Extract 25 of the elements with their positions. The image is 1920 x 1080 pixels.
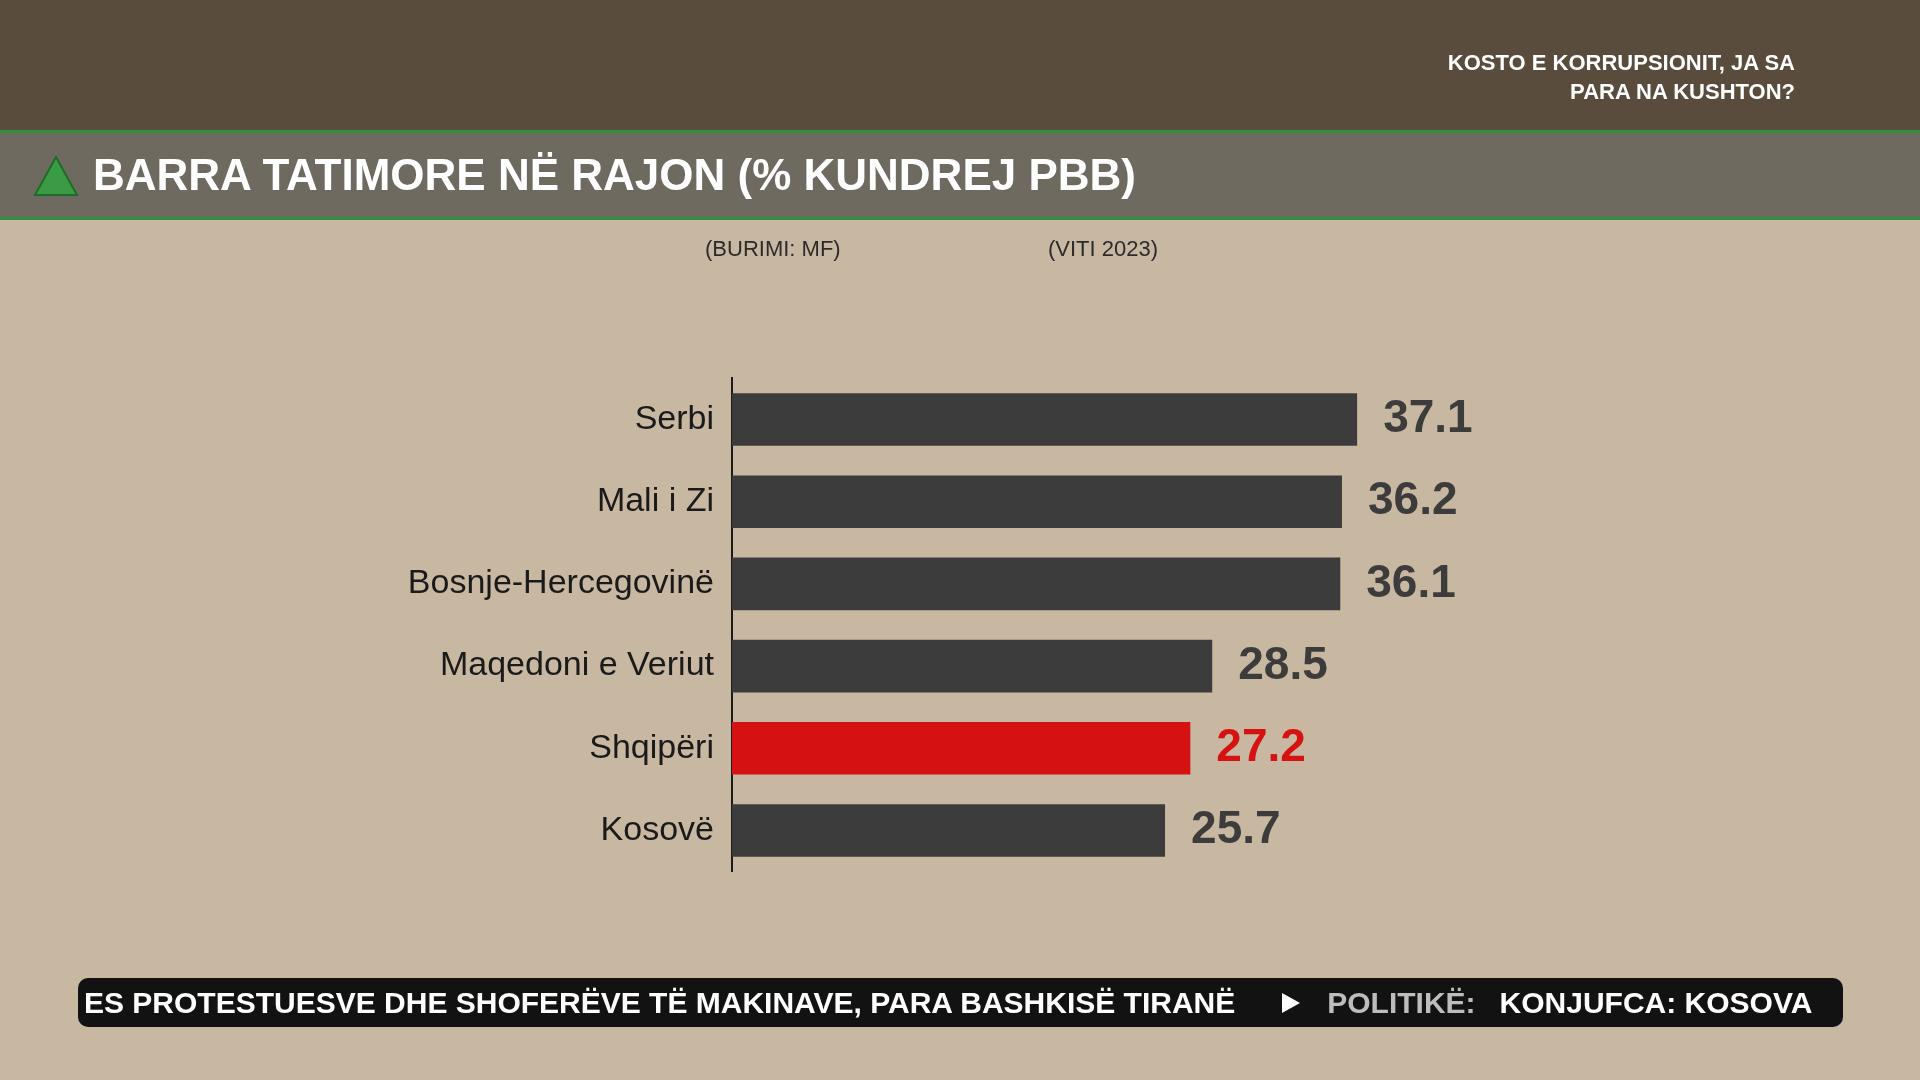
text: KONJUFCA: KOSOVA: [1499, 985, 1813, 1020]
text: POLITIKË:: [1327, 985, 1476, 1020]
y-tick-label: Kosovë: [600, 808, 714, 847]
bar: [732, 804, 1166, 857]
data-label: 36.1: [1366, 554, 1456, 607]
text: KOSTO E KORRUPSIONIT, JA SA PARA NA KUSHTON?: [1446, 49, 1795, 106]
data-label: 36.2: [1367, 472, 1458, 525]
y-tick-label: Maqedoni e Veriut: [439, 644, 715, 683]
bar: [732, 557, 1341, 611]
data-label: 37.1: [1383, 390, 1473, 443]
y-tick-label: Serbi: [634, 397, 714, 436]
bar: [732, 639, 1213, 693]
data-label: 25.7: [1191, 801, 1281, 854]
text: (VITI 2023): [1048, 236, 1159, 262]
y-tick-label: Shqipëri: [589, 726, 714, 765]
bar: [732, 393, 1358, 446]
bar: [732, 475, 1342, 528]
data-label: 28.5: [1238, 636, 1328, 689]
data-label: 27.2: [1216, 718, 1306, 771]
bar: [732, 722, 1191, 775]
text: (BURIMI: MF): [705, 236, 841, 262]
y-tick-label: Mali i Zi: [596, 480, 714, 519]
y-tick-label: Bosnje-Hercegovinë: [407, 562, 714, 601]
text: ES PROTESTUESVE DHE SHOFERËVE TË MAKINAVE, PARA BASHKISË TIRANË: [84, 985, 1236, 1020]
chart-title: BARRA TATIMORE NË RAJON (% KUNDREJ PBB): [93, 149, 1136, 201]
